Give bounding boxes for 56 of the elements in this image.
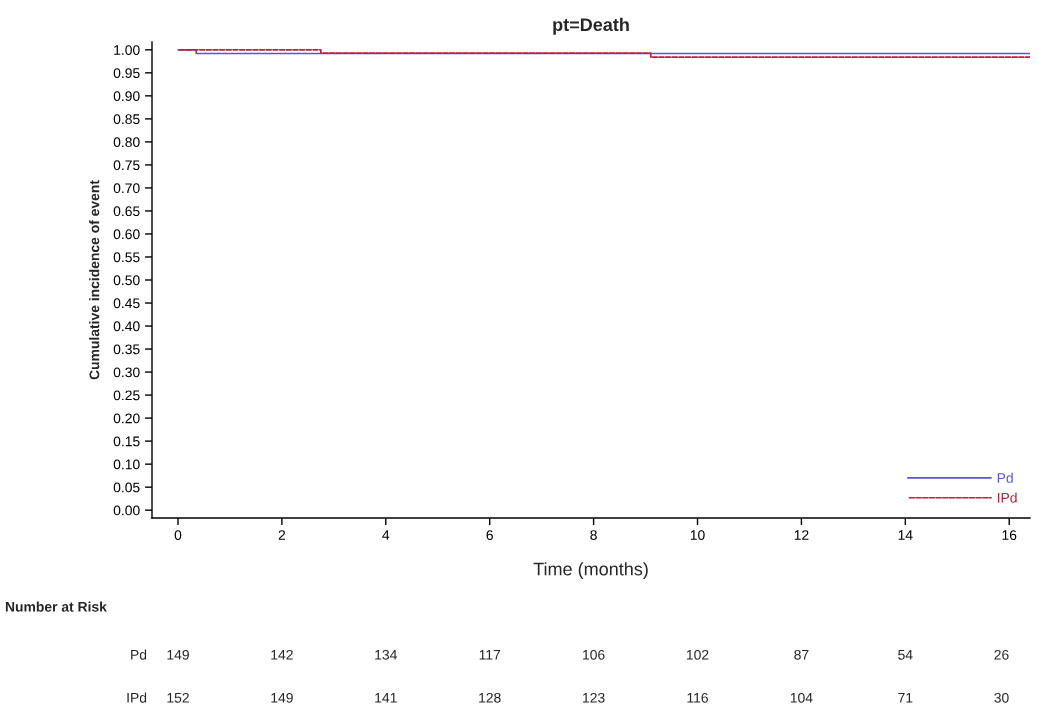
text: 134: [375, 649, 397, 660]
text: 117: [479, 650, 501, 660]
y-tick-label: 0.15: [113, 436, 140, 447]
y-tick-label: 0.35: [113, 344, 140, 355]
y-tick-label: 0.95: [113, 68, 140, 79]
x-tick-label: 4: [382, 530, 390, 540]
y-tick-label: 0.80: [113, 137, 140, 148]
text: IPd: [997, 492, 1017, 503]
y-tick-label: 0.90: [113, 91, 140, 102]
x-tick-label: 12: [794, 530, 809, 540]
y-tick-label: 0.85: [113, 114, 140, 125]
y-tick-label: 0.65: [113, 206, 140, 217]
text: 141: [375, 693, 397, 703]
text: 149: [167, 649, 189, 660]
text: 123: [583, 692, 605, 703]
x-axis-title: Time (months): [533, 562, 648, 580]
x-tick-label: 16: [1002, 530, 1017, 541]
text: 128: [479, 692, 501, 703]
text: 104: [790, 692, 813, 703]
x-tick-label: 0: [174, 530, 182, 541]
text: 106: [583, 649, 605, 660]
text: Number at Risk: [5, 601, 107, 612]
text: IPd: [127, 692, 147, 703]
text: 71: [898, 693, 913, 703]
text: 102: [686, 649, 709, 660]
text: Pd: [997, 472, 1013, 483]
y-tick-label: 0.30: [113, 367, 140, 378]
text: 152: [167, 692, 189, 703]
y-tick-label: 0.60: [113, 229, 140, 240]
text: 149: [271, 692, 293, 703]
y-tick-label: 1.00: [114, 45, 140, 55]
y-tick-label: 0.70: [113, 183, 140, 194]
y-tick-label: 0.05: [113, 482, 140, 493]
x-tick-label: 6: [486, 530, 493, 541]
y-tick-label: 0.40: [113, 321, 140, 332]
y-tick-label: 0.25: [113, 390, 140, 401]
text: 26: [994, 649, 1009, 660]
text: 30: [994, 692, 1009, 703]
y-tick-label: 0.55: [113, 252, 140, 263]
chart-title: pt=Death: [553, 17, 629, 35]
text: 87: [794, 649, 809, 660]
y-axis-title: Cumulative incidence of event: [89, 180, 100, 380]
text: Pd: [131, 649, 147, 660]
y-tick-label: 0.00: [113, 505, 140, 516]
y-tick-label: 0.45: [113, 298, 140, 309]
x-tick-label: 10: [690, 530, 705, 541]
y-tick-label: 0.20: [113, 413, 140, 424]
x-tick-label: 2: [278, 530, 286, 540]
x-tick-label: 8: [590, 530, 597, 541]
text: 116: [687, 692, 708, 703]
y-tick-label: 0.50: [113, 275, 140, 286]
x-tick-label: 14: [898, 530, 913, 540]
y-tick-label: 0.75: [113, 160, 140, 171]
text: 142: [271, 649, 293, 660]
text: 54: [898, 650, 913, 660]
y-tick-label: 0.10: [113, 459, 140, 470]
